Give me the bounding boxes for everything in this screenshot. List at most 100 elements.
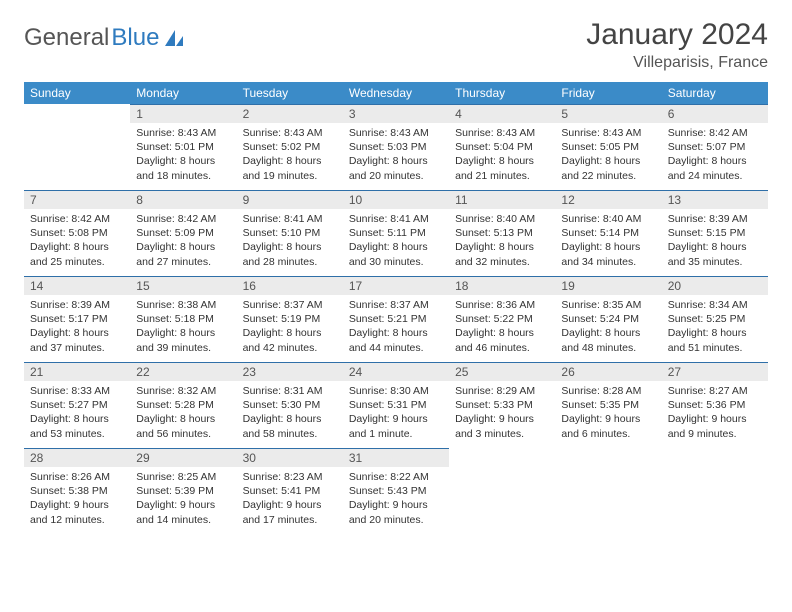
calendar-cell: 6Sunrise: 8:42 AMSunset: 5:07 PMDaylight… [662, 104, 768, 190]
day-number: 3 [343, 104, 449, 123]
day-details: Sunrise: 8:39 AMSunset: 5:17 PMDaylight:… [24, 295, 130, 359]
calendar-cell: 2Sunrise: 8:43 AMSunset: 5:02 PMDaylight… [237, 104, 343, 190]
calendar-cell: 30Sunrise: 8:23 AMSunset: 5:41 PMDayligh… [237, 448, 343, 534]
day-details: Sunrise: 8:43 AMSunset: 5:04 PMDaylight:… [449, 123, 555, 187]
calendar-cell: 27Sunrise: 8:27 AMSunset: 5:36 PMDayligh… [662, 362, 768, 448]
calendar-cell: 22Sunrise: 8:32 AMSunset: 5:28 PMDayligh… [130, 362, 236, 448]
calendar-cell: 19Sunrise: 8:35 AMSunset: 5:24 PMDayligh… [555, 276, 661, 362]
calendar-cell: 28Sunrise: 8:26 AMSunset: 5:38 PMDayligh… [24, 448, 130, 534]
day-number: 23 [237, 362, 343, 381]
calendar-cell: 8Sunrise: 8:42 AMSunset: 5:09 PMDaylight… [130, 190, 236, 276]
calendar-cell: 15Sunrise: 8:38 AMSunset: 5:18 PMDayligh… [130, 276, 236, 362]
day-details: Sunrise: 8:28 AMSunset: 5:35 PMDaylight:… [555, 381, 661, 445]
day-number: 10 [343, 190, 449, 209]
day-number: 6 [662, 104, 768, 123]
day-details: Sunrise: 8:42 AMSunset: 5:07 PMDaylight:… [662, 123, 768, 187]
calendar-cell: 5Sunrise: 8:43 AMSunset: 5:05 PMDaylight… [555, 104, 661, 190]
calendar-cell: 17Sunrise: 8:37 AMSunset: 5:21 PMDayligh… [343, 276, 449, 362]
calendar-cell: 18Sunrise: 8:36 AMSunset: 5:22 PMDayligh… [449, 276, 555, 362]
day-number: 22 [130, 362, 236, 381]
calendar-cell: 29Sunrise: 8:25 AMSunset: 5:39 PMDayligh… [130, 448, 236, 534]
day-number: 12 [555, 190, 661, 209]
weekday-header: Tuesday [237, 82, 343, 104]
day-number: 31 [343, 448, 449, 467]
calendar-cell: 14Sunrise: 8:39 AMSunset: 5:17 PMDayligh… [24, 276, 130, 362]
day-details: Sunrise: 8:32 AMSunset: 5:28 PMDaylight:… [130, 381, 236, 445]
day-number: 17 [343, 276, 449, 295]
day-details: Sunrise: 8:37 AMSunset: 5:19 PMDaylight:… [237, 295, 343, 359]
day-number: 27 [662, 362, 768, 381]
calendar-week-row: 7Sunrise: 8:42 AMSunset: 5:08 PMDaylight… [24, 190, 768, 276]
calendar-cell: 23Sunrise: 8:31 AMSunset: 5:30 PMDayligh… [237, 362, 343, 448]
calendar-cell: 25Sunrise: 8:29 AMSunset: 5:33 PMDayligh… [449, 362, 555, 448]
weekday-header: Monday [130, 82, 236, 104]
day-number: 25 [449, 362, 555, 381]
day-number: 2 [237, 104, 343, 123]
day-number: 26 [555, 362, 661, 381]
day-number: 4 [449, 104, 555, 123]
logo-text-b: Blue [111, 24, 159, 52]
calendar-table: Sunday Monday Tuesday Wednesday Thursday… [24, 82, 768, 534]
logo: GeneralBlue [24, 18, 185, 52]
day-details: Sunrise: 8:31 AMSunset: 5:30 PMDaylight:… [237, 381, 343, 445]
day-number: 15 [130, 276, 236, 295]
day-details: Sunrise: 8:42 AMSunset: 5:08 PMDaylight:… [24, 209, 130, 273]
day-number: 14 [24, 276, 130, 295]
day-number: 7 [24, 190, 130, 209]
calendar-cell: 24Sunrise: 8:30 AMSunset: 5:31 PMDayligh… [343, 362, 449, 448]
day-number: 28 [24, 448, 130, 467]
calendar-cell: 1Sunrise: 8:43 AMSunset: 5:01 PMDaylight… [130, 104, 236, 190]
calendar-cell: 26Sunrise: 8:28 AMSunset: 5:35 PMDayligh… [555, 362, 661, 448]
day-number: 24 [343, 362, 449, 381]
day-number: 8 [130, 190, 236, 209]
day-details: Sunrise: 8:33 AMSunset: 5:27 PMDaylight:… [24, 381, 130, 445]
weekday-header: Friday [555, 82, 661, 104]
day-number: 30 [237, 448, 343, 467]
title-block: January 2024 Villeparisis, France [586, 18, 768, 72]
day-details: Sunrise: 8:26 AMSunset: 5:38 PMDaylight:… [24, 467, 130, 531]
day-details: Sunrise: 8:43 AMSunset: 5:05 PMDaylight:… [555, 123, 661, 187]
day-number: 1 [130, 104, 236, 123]
day-number: 20 [662, 276, 768, 295]
calendar-week-row: 28Sunrise: 8:26 AMSunset: 5:38 PMDayligh… [24, 448, 768, 534]
day-details: Sunrise: 8:35 AMSunset: 5:24 PMDaylight:… [555, 295, 661, 359]
day-details: Sunrise: 8:23 AMSunset: 5:41 PMDaylight:… [237, 467, 343, 531]
day-details: Sunrise: 8:40 AMSunset: 5:13 PMDaylight:… [449, 209, 555, 273]
day-details: Sunrise: 8:43 AMSunset: 5:01 PMDaylight:… [130, 123, 236, 187]
day-details: Sunrise: 8:43 AMSunset: 5:02 PMDaylight:… [237, 123, 343, 187]
day-number: 13 [662, 190, 768, 209]
day-number: 9 [237, 190, 343, 209]
calendar-cell: 16Sunrise: 8:37 AMSunset: 5:19 PMDayligh… [237, 276, 343, 362]
day-details: Sunrise: 8:25 AMSunset: 5:39 PMDaylight:… [130, 467, 236, 531]
day-details: Sunrise: 8:37 AMSunset: 5:21 PMDaylight:… [343, 295, 449, 359]
page-header: GeneralBlue January 2024 Villeparisis, F… [24, 18, 768, 72]
calendar-cell: 31Sunrise: 8:22 AMSunset: 5:43 PMDayligh… [343, 448, 449, 534]
month-title: January 2024 [586, 18, 768, 52]
calendar-cell: 12Sunrise: 8:40 AMSunset: 5:14 PMDayligh… [555, 190, 661, 276]
weekday-header: Sunday [24, 82, 130, 104]
calendar-cell: 3Sunrise: 8:43 AMSunset: 5:03 PMDaylight… [343, 104, 449, 190]
calendar-cell: 7Sunrise: 8:42 AMSunset: 5:08 PMDaylight… [24, 190, 130, 276]
calendar-cell: 20Sunrise: 8:34 AMSunset: 5:25 PMDayligh… [662, 276, 768, 362]
day-number: 19 [555, 276, 661, 295]
weekday-header: Saturday [662, 82, 768, 104]
day-details: Sunrise: 8:22 AMSunset: 5:43 PMDaylight:… [343, 467, 449, 531]
calendar-week-row: 14Sunrise: 8:39 AMSunset: 5:17 PMDayligh… [24, 276, 768, 362]
calendar-cell [24, 104, 130, 190]
day-number: 18 [449, 276, 555, 295]
day-details: Sunrise: 8:43 AMSunset: 5:03 PMDaylight:… [343, 123, 449, 187]
calendar-cell [555, 448, 661, 534]
day-details: Sunrise: 8:40 AMSunset: 5:14 PMDaylight:… [555, 209, 661, 273]
location: Villeparisis, France [586, 54, 768, 72]
calendar-cell: 21Sunrise: 8:33 AMSunset: 5:27 PMDayligh… [24, 362, 130, 448]
day-details: Sunrise: 8:30 AMSunset: 5:31 PMDaylight:… [343, 381, 449, 445]
calendar-week-row: 1Sunrise: 8:43 AMSunset: 5:01 PMDaylight… [24, 104, 768, 190]
calendar-cell [449, 448, 555, 534]
weekday-header: Thursday [449, 82, 555, 104]
day-details: Sunrise: 8:42 AMSunset: 5:09 PMDaylight:… [130, 209, 236, 273]
day-number: 5 [555, 104, 661, 123]
calendar-cell: 11Sunrise: 8:40 AMSunset: 5:13 PMDayligh… [449, 190, 555, 276]
calendar-week-row: 21Sunrise: 8:33 AMSunset: 5:27 PMDayligh… [24, 362, 768, 448]
calendar-cell: 9Sunrise: 8:41 AMSunset: 5:10 PMDaylight… [237, 190, 343, 276]
weekday-row: Sunday Monday Tuesday Wednesday Thursday… [24, 82, 768, 104]
